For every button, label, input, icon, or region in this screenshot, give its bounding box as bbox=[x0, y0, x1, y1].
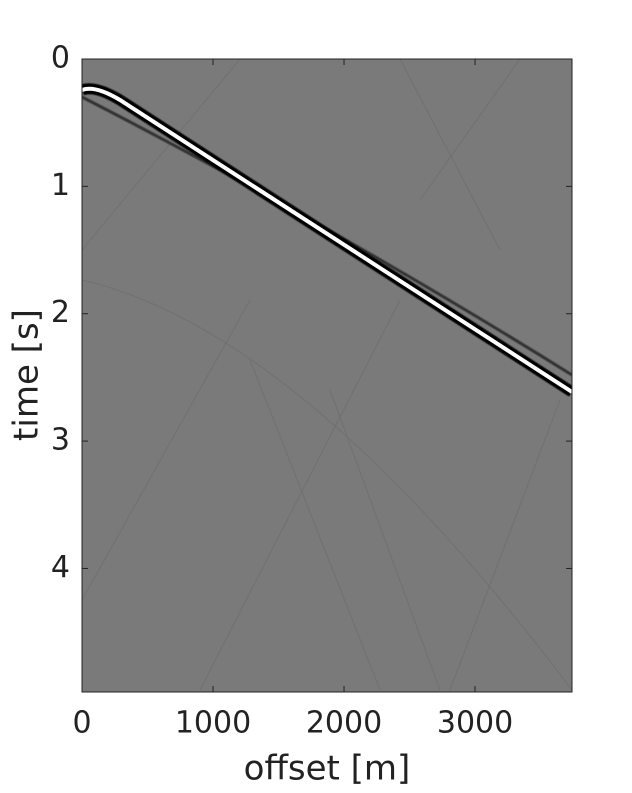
axes-box bbox=[81, 58, 573, 693]
image-background bbox=[82, 59, 572, 692]
event bbox=[329, 389, 441, 691]
y-tick-label: 1 bbox=[51, 168, 70, 203]
event bbox=[82, 59, 241, 251]
event bbox=[82, 299, 251, 601]
event bbox=[249, 359, 381, 691]
event bbox=[449, 399, 561, 691]
event bbox=[419, 59, 521, 201]
y-tick-label: 2 bbox=[51, 295, 70, 330]
x-tick-label: 0 bbox=[72, 706, 91, 741]
x-tick-label: 2000 bbox=[306, 706, 382, 741]
event bbox=[199, 299, 401, 691]
event bbox=[399, 59, 501, 251]
first-arrival bbox=[82, 86, 572, 394]
x-axis-label: offset [m] bbox=[244, 749, 411, 789]
y-axis-label: time [s] bbox=[7, 309, 47, 441]
x-tick-label: 3000 bbox=[437, 706, 513, 741]
y-tick-label: 4 bbox=[51, 550, 70, 585]
seismic-image bbox=[82, 59, 572, 691]
y-tick-label: 0 bbox=[51, 41, 70, 76]
x-tick-label: 1000 bbox=[175, 706, 251, 741]
noise-events bbox=[82, 59, 572, 691]
event bbox=[82, 279, 572, 691]
y-tick-label: 3 bbox=[51, 423, 70, 458]
